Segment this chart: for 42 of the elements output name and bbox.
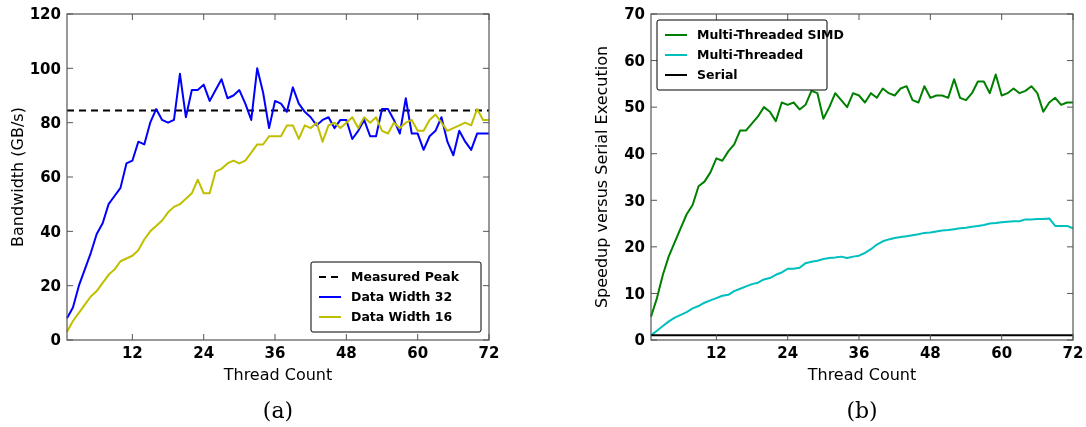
x-tick-label: 60: [991, 344, 1013, 362]
y-tick-label: 40: [40, 222, 61, 241]
y-tick-label: 40: [624, 144, 645, 163]
line-series: [66, 67, 490, 320]
x-tick-label: 48: [335, 344, 357, 362]
x-tick-label: 48: [919, 344, 941, 362]
y-tick-label: 100: [29, 59, 61, 78]
y-tick-label: 60: [624, 51, 645, 70]
legend-label: Serial: [697, 67, 738, 83]
legend-label: Measured Peak: [351, 269, 460, 285]
y-tick-label: 60: [40, 168, 61, 187]
x-tick-label: 12: [121, 344, 143, 362]
y-tick-label: 80: [40, 113, 61, 132]
text: (a): [262, 398, 294, 423]
legend-label: Data Width 16: [351, 309, 453, 325]
y-tick-label: 10: [624, 284, 645, 303]
y-tick-label: 20: [624, 238, 645, 257]
y-tick-label: 0: [634, 331, 645, 350]
x-axis-title: Thread Count: [222, 365, 333, 384]
legend-label: Multi-Threaded: [697, 47, 804, 63]
x-tick-label: 60: [407, 344, 429, 362]
x-tick-label: 36: [848, 344, 870, 362]
x-tick-label: 24: [193, 344, 215, 362]
legend-label: Multi-Threaded SIMD: [697, 27, 844, 43]
y-axis-title: Speedup versus Serial Execution: [592, 45, 611, 309]
legend-label: Data Width 32: [351, 289, 453, 305]
y-tick-label: 20: [40, 276, 61, 295]
x-tick-label: 12: [705, 344, 727, 362]
text: (b): [846, 398, 878, 423]
y-tick-label: 120: [29, 5, 61, 24]
x-tick-label: 72: [1062, 344, 1084, 362]
x-tick-label: 36: [264, 344, 286, 362]
x-tick-label: 24: [777, 344, 799, 362]
y-tick-label: 0: [50, 331, 61, 350]
line-series: [650, 217, 1074, 337]
y-tick-label: 30: [624, 191, 645, 210]
y-tick-label: 50: [624, 98, 645, 117]
y-axis-title: Bandwidth (GB/s): [8, 107, 27, 247]
x-axis-title: Thread Count: [806, 365, 917, 384]
line-series: [66, 108, 490, 333]
x-tick-label: 72: [478, 344, 500, 362]
y-tick-label: 70: [624, 5, 645, 24]
